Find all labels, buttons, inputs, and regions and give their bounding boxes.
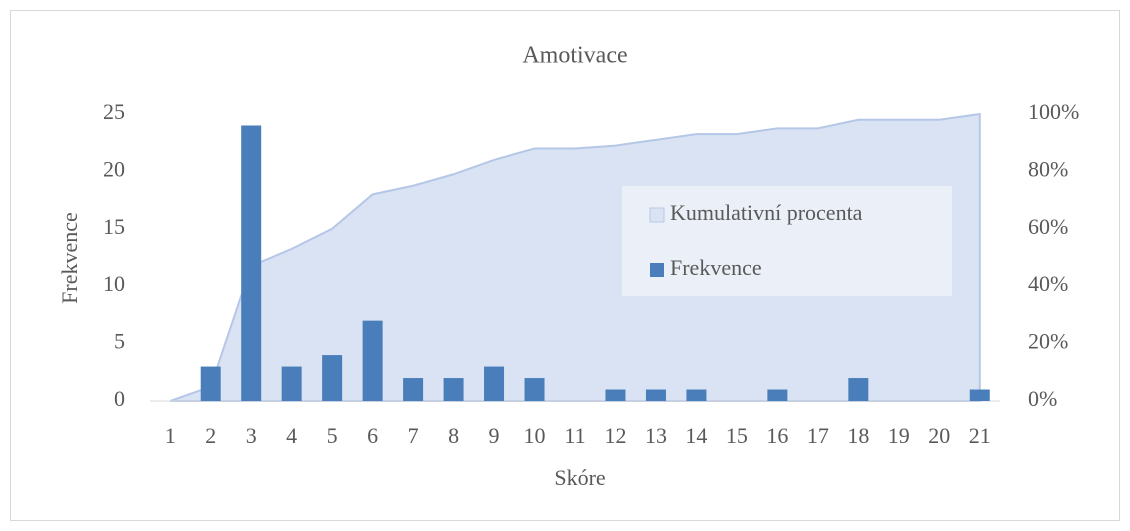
x-tick-label: 17 [807,423,829,448]
y-axis-label: Frekvence [57,212,82,304]
x-tick-label: 20 [928,423,950,448]
bar [848,378,869,401]
x-tick-label: 1 [165,423,176,448]
bar [443,378,464,401]
bar [645,389,666,401]
y-tick-label: 25 [103,99,125,124]
x-tick-label: 11 [564,423,585,448]
bar [524,378,545,401]
legend-label: Frekvence [670,255,762,280]
bar [241,125,262,401]
y2-tick-label: 100% [1028,99,1079,124]
bar [605,389,626,401]
x-axis-label: Skóre [554,465,605,490]
x-tick-label: 14 [685,423,707,448]
x-tick-label: 18 [847,423,869,448]
y2-tick-label: 60% [1028,214,1068,239]
y-tick-label: 20 [103,156,125,181]
legend-swatch [650,263,664,277]
bar [200,366,221,401]
chart-title: Amotivace [522,43,627,69]
legend-box [622,186,952,296]
y2-tick-label: 20% [1028,329,1068,354]
bar [969,389,990,401]
x-tick-label: 6 [367,423,378,448]
bar [484,366,505,401]
x-tick-label: 8 [448,423,459,448]
bar [362,320,383,401]
x-tick-label: 4 [286,423,297,448]
y-tick-label: 10 [103,271,125,296]
y-tick-label: 5 [114,329,125,354]
x-tick-label: 13 [645,423,667,448]
x-tick-label: 12 [604,423,626,448]
x-tick-label: 16 [766,423,788,448]
x-tick-label: 19 [888,423,910,448]
x-tick-label: 9 [489,423,500,448]
y2-tick-label: 40% [1028,271,1068,296]
x-tick-label: 21 [969,423,991,448]
bar [403,378,424,401]
x-tick-label: 7 [408,423,419,448]
bar [281,366,302,401]
x-tick-label: 15 [726,423,748,448]
y2-tick-label: 80% [1028,156,1068,181]
x-tick-label: 3 [246,423,257,448]
bar [767,389,788,401]
y2-tick-label: 0% [1028,386,1057,411]
y-tick-label: 15 [103,214,125,239]
x-tick-label: 10 [524,423,546,448]
x-tick-label: 5 [327,423,338,448]
bar [686,389,707,401]
bar [322,355,343,401]
y-tick-label: 0 [114,386,125,411]
x-tick-label: 2 [205,423,216,448]
legend-label: Kumulativní procenta [670,200,863,225]
legend-swatch [649,207,665,223]
